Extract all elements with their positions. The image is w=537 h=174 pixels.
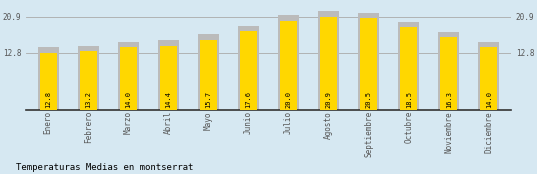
Bar — [481, 47, 497, 110]
Bar — [400, 27, 417, 110]
Bar — [118, 42, 139, 110]
Text: 20.0: 20.0 — [286, 91, 292, 108]
Text: Temperaturas Medias en montserrat: Temperaturas Medias en montserrat — [16, 163, 193, 172]
Bar — [360, 18, 377, 110]
Text: 15.7: 15.7 — [206, 91, 212, 108]
Bar — [280, 21, 297, 110]
Text: 14.4: 14.4 — [165, 91, 171, 108]
Bar — [478, 42, 499, 110]
Bar — [80, 51, 97, 110]
Text: 12.8: 12.8 — [45, 91, 51, 108]
Bar — [160, 46, 177, 110]
Text: 20.5: 20.5 — [366, 91, 372, 108]
Bar — [320, 17, 337, 110]
Bar — [40, 53, 56, 110]
Text: 18.5: 18.5 — [406, 91, 412, 108]
Bar — [200, 40, 217, 110]
Bar — [158, 40, 179, 110]
Bar — [358, 13, 379, 110]
Bar — [438, 32, 459, 110]
Bar — [120, 47, 137, 110]
Bar — [278, 15, 299, 110]
Text: 20.9: 20.9 — [325, 91, 331, 108]
Bar — [198, 34, 219, 110]
Bar — [78, 46, 99, 110]
Text: 14.0: 14.0 — [125, 91, 131, 108]
Bar — [318, 11, 339, 110]
Bar — [398, 22, 419, 110]
Text: 16.3: 16.3 — [446, 91, 452, 108]
Text: 13.2: 13.2 — [85, 91, 91, 108]
Bar — [238, 26, 259, 110]
Bar — [440, 37, 457, 110]
Text: 17.6: 17.6 — [245, 91, 251, 108]
Text: 14.0: 14.0 — [486, 91, 492, 108]
Bar — [38, 47, 59, 110]
Bar — [240, 31, 257, 110]
